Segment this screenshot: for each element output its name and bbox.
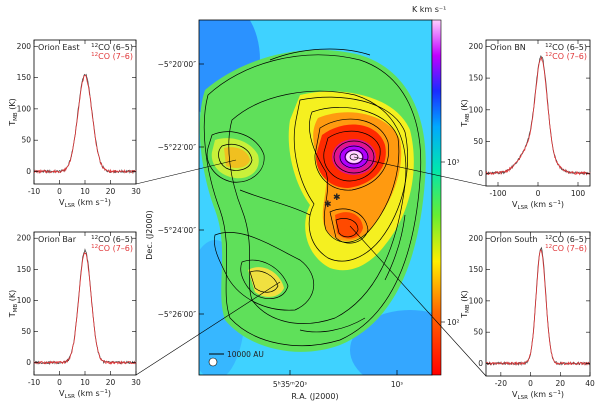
panel-frame: [485, 231, 591, 377]
y-tick-label: 150: [17, 265, 32, 274]
legend-12co-76: 12CO (7–6): [545, 52, 587, 61]
colorbar-tick-label: 10³: [447, 158, 460, 167]
line-12co-76: [33, 251, 137, 365]
colorbar-tick-label: 10²: [447, 318, 460, 327]
panel-title: Orion Bar: [38, 235, 77, 244]
panel-title: Orion South: [490, 235, 538, 244]
y-tick-label: 200: [469, 234, 484, 243]
legend-12co-76: 12CO (7–6): [91, 52, 133, 61]
y-tick-label: 50: [21, 327, 31, 336]
dec-axis: −5°20′00″ −5°22′00″ −5°24′00″ −5°26′00″ …: [145, 60, 204, 319]
ra-axis: 5ʰ35ᵐ20ˢ 10ˢ R.A. (J2000): [273, 370, 404, 401]
ra-tick-label: 5ʰ35ᵐ20ˢ: [273, 380, 308, 389]
legend-12co-76: 12CO (7–6): [91, 244, 133, 253]
colorbar: 10³ 10² K km s⁻¹: [412, 5, 460, 376]
panel-title: Orion East: [38, 43, 80, 52]
leader-lines: [135, 156, 487, 377]
dec-tick-label: −5°20′00″: [158, 60, 197, 69]
y-tick-label: 0: [478, 359, 483, 368]
ra-axis-label: R.A. (J2000): [291, 392, 338, 401]
x-axis-label: VLSR (km s−1): [59, 389, 111, 400]
colorbar-gradient: [431, 19, 442, 376]
line-12co-76: [33, 74, 137, 175]
x-tick-label: 0: [536, 189, 541, 198]
dec-axis-label: Dec. (J2000): [145, 210, 154, 260]
legend-12co-76: 12CO (7–6): [545, 244, 587, 253]
x-tick-label: 0: [528, 379, 533, 388]
x-tick-label: 20: [106, 187, 116, 196]
y-tick-label: 0: [26, 358, 31, 367]
source-marker-2: ✱: [324, 200, 332, 210]
x-tick-label: 10: [80, 378, 90, 387]
x-axis-label: VLSR (km s−1): [512, 390, 564, 401]
x-tick-label: 10: [80, 187, 90, 196]
x-tick-label: -10: [28, 187, 40, 196]
spectrum-panel-orion-bar: 0 50 100 150 200 -10 0 10 20 30 Orion Bar 12CO (6–5…: [8, 231, 141, 400]
y-tick-label: 200: [17, 42, 32, 51]
y-axis-label: TMB (K): [460, 99, 471, 127]
y-tick-label: 50: [473, 328, 483, 337]
line-12co-65: [33, 248, 137, 366]
beam-circle: [208, 357, 218, 367]
legend-12co-65: 12CO (6–5): [545, 235, 587, 244]
y-tick-label: 50: [473, 137, 483, 146]
x-tick-label: -100: [489, 189, 506, 198]
x-tick-label: 20: [556, 379, 566, 388]
y-tick-label: 100: [469, 105, 484, 114]
line-12co-65: [33, 73, 137, 174]
x-axis-label: VLSR (km s−1): [512, 200, 564, 211]
y-tick-label: 50: [21, 136, 31, 145]
line-12co-76: [485, 55, 591, 176]
x-tick-label: -20: [495, 379, 507, 388]
y-tick-label: 200: [469, 42, 484, 51]
ra-tick-label: 10ˢ: [391, 380, 404, 389]
x-tick-label: 100: [571, 189, 586, 198]
line-12co-65: [485, 246, 591, 366]
emission-map: ✱ ✱: [199, 20, 432, 375]
contours: [203, 48, 422, 346]
scalebar-label: 10000 AU: [227, 350, 264, 359]
legend-12co-65: 12CO (6–5): [91, 235, 133, 244]
y-tick-label: 0: [478, 169, 483, 178]
source-marker-1: ✱: [333, 193, 341, 203]
y-tick-label: 100: [17, 296, 32, 305]
spectrum-panel-orion-bn: 0 50 100 150 200 -100 0 100 Orion BN 12CO (6–5)12…: [460, 39, 591, 211]
legend-12co-65: 12CO (6–5): [545, 43, 587, 52]
x-tick-label: 20: [106, 378, 116, 387]
dec-tick-label: −5°22′00″: [158, 143, 197, 152]
x-axis-label: VLSR (km s−1): [59, 198, 111, 209]
line-12co-76: [485, 249, 591, 367]
x-tick-label: 30: [131, 378, 141, 387]
y-tick-label: 150: [17, 73, 32, 82]
dec-tick-label: −5°26′00″: [158, 310, 197, 319]
panel-frame: [33, 39, 137, 185]
spectrum-panel-orion-south: 0 50 100 150 200 -20 0 20 40 Orion South 12CO (6–5…: [460, 231, 595, 401]
panel-title: Orion BN: [490, 43, 526, 52]
map-panel: ✱ ✱ 10000 AU −5°20′00″ −5°22′00″ −5°24′0…: [145, 5, 460, 401]
legend-12co-65: 12CO (6–5): [91, 43, 133, 52]
y-axis-label: TMB (K): [8, 98, 19, 126]
y-tick-label: 100: [469, 296, 484, 305]
x-tick-label: 0: [57, 187, 62, 196]
y-tick-label: 100: [17, 104, 32, 113]
panel-frame: [485, 39, 591, 187]
y-tick-label: 150: [469, 74, 484, 83]
y-axis-label: TMB (K): [8, 290, 19, 318]
colorbar-unit: K km s⁻¹: [412, 5, 446, 14]
x-tick-label: -10: [28, 378, 40, 387]
x-tick-label: 30: [131, 187, 141, 196]
dec-tick-label: −5°24′00″: [158, 226, 197, 235]
x-tick-label: 40: [585, 379, 595, 388]
spectrum-panel-orion-east: 0 50 100 150 200 -10 0 10 20 30 Orion East 12CO (6–…: [8, 39, 141, 209]
y-axis-label: TMB (K): [460, 290, 471, 318]
y-tick-label: 200: [17, 234, 32, 243]
y-tick-label: 150: [469, 265, 484, 274]
y-tick-label: 0: [26, 167, 31, 176]
x-tick-label: 0: [57, 378, 62, 387]
